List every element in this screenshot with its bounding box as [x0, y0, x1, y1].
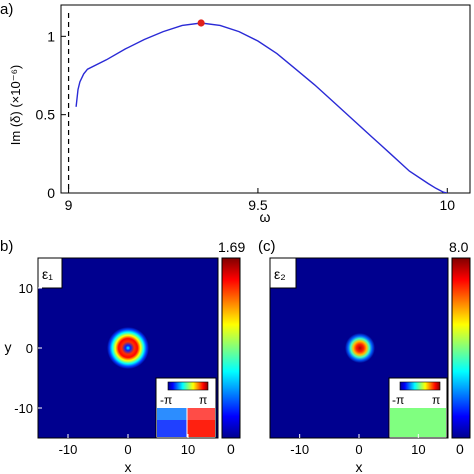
panel-c-inset-label-box — [269, 257, 297, 289]
panel-a-ticks: 9 9.5 10 0 0.5 1 — [36, 28, 456, 213]
panel-b-phase-colorbar — [167, 381, 209, 391]
panel-c-phase-max-label: π — [432, 393, 440, 407]
panel-a-ytick-label: 0.5 — [36, 107, 56, 123]
panel-a-xlabel: ω — [260, 209, 271, 225]
panel-b-ytick-label: -10 — [14, 401, 33, 416]
panel-c-xtick-label: 0 — [355, 442, 362, 457]
panel-b-ytick-label: 0 — [26, 341, 33, 356]
panel-b-chart: ε₁ -π π -10 0 10 10 0 -10 x y 1.69 0 — [5, 239, 246, 474]
panel-c-xtick-label: 10 — [411, 442, 425, 457]
panel-c-spot — [345, 333, 375, 363]
panel-b-colorbar-max: 1.69 — [218, 239, 245, 255]
panel-b-colorbar-min: 0 — [227, 441, 235, 457]
panel-b-xtick-label: 10 — [181, 442, 195, 457]
panel-b-ylabel: y — [5, 339, 12, 355]
panel-a-series-line — [75, 22, 448, 193]
panel-a-ytick-label: 0 — [47, 185, 55, 201]
panel-c-colorbar-min: 0 — [456, 441, 464, 457]
panel-c-phase-colorbar — [399, 381, 441, 391]
panel-c-ticks: -10 0 10 — [290, 434, 426, 457]
panel-a-ylabel: Im (δ) (×10⁻⁶) — [8, 65, 23, 145]
panel-c-colorbar — [451, 257, 471, 439]
panel-b-xlabel: x — [125, 459, 132, 474]
panel-a-label: a) — [0, 1, 13, 18]
panel-c-phase-inset: -π π — [388, 377, 448, 439]
panel-c-label: (c) — [258, 238, 276, 255]
panel-a-xtick-label: 9.5 — [248, 197, 268, 213]
panel-a-frame — [60, 4, 471, 194]
panel-b-inset-label: ε₁ — [42, 266, 53, 282]
panel-a-chart: 9 9.5 10 0 0.5 1 ω Im (δ) (×10⁻⁶) — [8, 4, 471, 225]
panel-b-colorbar — [221, 257, 241, 439]
panel-c-inset-label: ε₂ — [274, 266, 286, 282]
panel-c-xtick-label: -10 — [290, 442, 309, 457]
panel-b-label: b) — [0, 238, 13, 255]
panel-c-xlabel: x — [356, 459, 363, 474]
panel-a-ytick-label: 1 — [47, 28, 55, 44]
panel-b-xtick-label: 0 — [124, 442, 131, 457]
panel-b-phase-inset: -π π — [155, 377, 217, 439]
panel-b-ticks: -10 0 10 10 0 -10 — [14, 281, 195, 457]
panel-b-phase-max-label: π — [199, 393, 207, 407]
panel-c-colorbar-max: 8.0 — [449, 239, 469, 255]
panel-b-ring — [107, 327, 149, 369]
panel-b-ytick-label: 10 — [19, 281, 33, 296]
panel-b-phase-min-label: -π — [160, 393, 172, 407]
panel-a-xtick-label: 9 — [65, 197, 73, 213]
panel-c-chart: ε₂ -π π -10 0 10 x 8.0 0 — [269, 239, 471, 474]
panel-b-inset-label-box — [37, 257, 63, 289]
panel-b-xtick-label: -10 — [59, 442, 78, 457]
panel-c-phase-min-label: -π — [392, 393, 404, 407]
panel-a-xtick-label: 10 — [439, 197, 455, 213]
panel-a-marker-point — [197, 19, 205, 27]
